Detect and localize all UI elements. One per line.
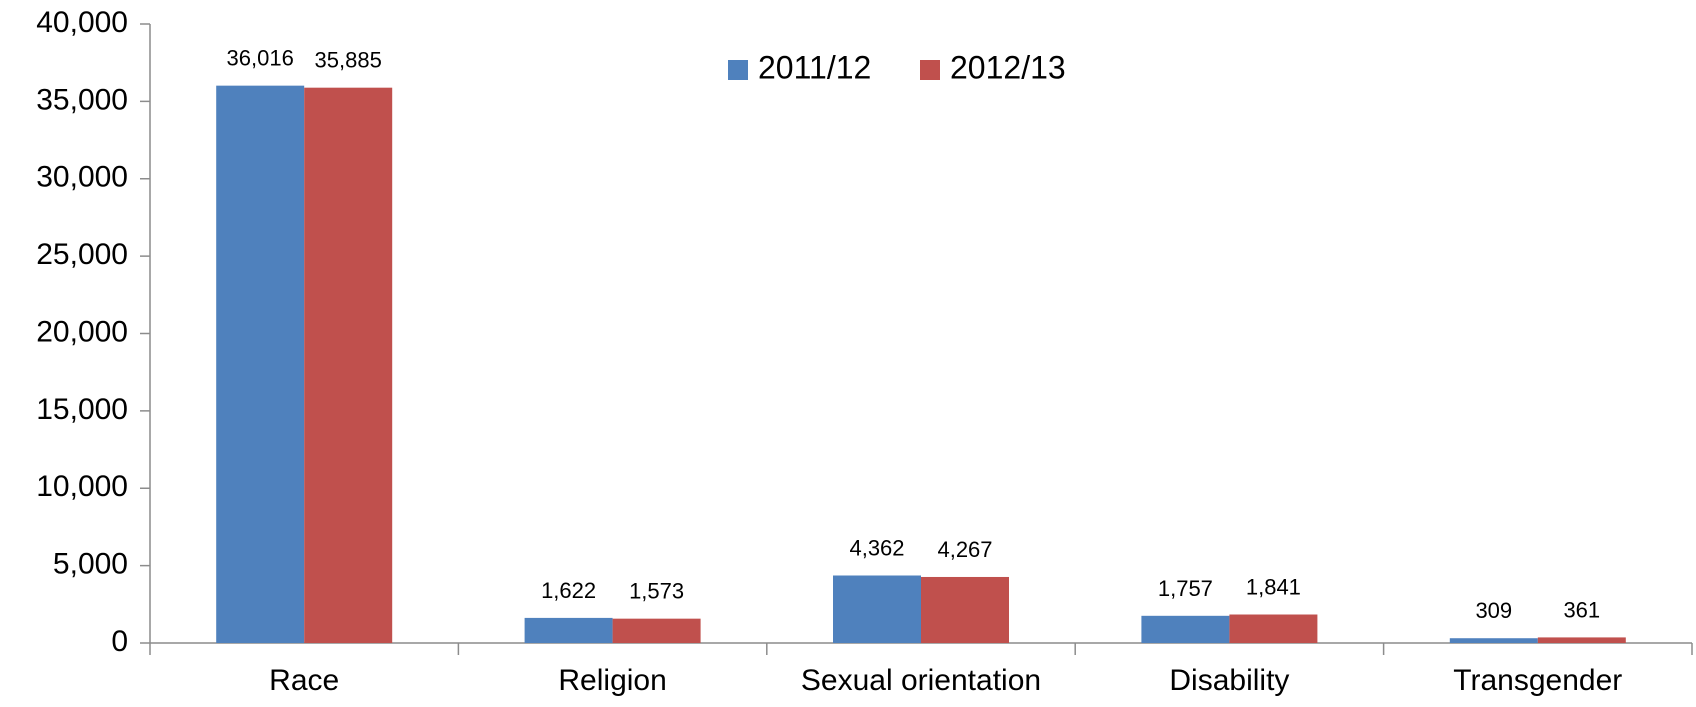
bar xyxy=(1229,614,1318,643)
x-category-label: Race xyxy=(269,664,339,697)
legend-label: 2012/13 xyxy=(950,49,1066,85)
y-tick-label: 25,000 xyxy=(36,238,128,271)
data-label: 4,362 xyxy=(849,535,904,560)
legend-label: 2011/12 xyxy=(758,49,871,85)
bar xyxy=(216,85,305,643)
y-tick-label: 5,000 xyxy=(53,548,128,581)
bar xyxy=(612,618,701,643)
x-axis: Race Religion Sexual orientation Disability… xyxy=(149,642,1693,697)
bar xyxy=(1141,615,1230,643)
bar xyxy=(304,87,393,643)
y-tick-label: 35,000 xyxy=(36,83,128,116)
data-label: 1,841 xyxy=(1246,575,1301,600)
legend: 2011/12 2012/13 xyxy=(728,49,1066,85)
data-label: 309 xyxy=(1475,598,1512,623)
bar xyxy=(524,617,613,643)
legend-swatch xyxy=(728,60,748,80)
data-label: 36,016 xyxy=(227,46,294,71)
data-label: 361 xyxy=(1563,597,1600,622)
data-label: 1,573 xyxy=(629,579,684,604)
y-tick-label: 20,000 xyxy=(36,315,128,348)
y-tick-label: 40,000 xyxy=(36,6,128,39)
x-category-label: Disability xyxy=(1169,664,1289,697)
bars xyxy=(216,85,1626,643)
bar xyxy=(833,575,921,643)
y-tick-label: 0 xyxy=(111,625,128,658)
bar xyxy=(921,576,1009,643)
bar xyxy=(1449,638,1538,643)
y-tick-label: 30,000 xyxy=(36,161,128,194)
data-label: 1,757 xyxy=(1158,576,1213,601)
data-labels: 36,016 1,622 4,362 1,757 309 35,885 1,573 4,267… xyxy=(227,46,1601,624)
data-label: 1,622 xyxy=(541,578,596,603)
x-category-label: Religion xyxy=(558,664,666,697)
y-axis: 0 5,000 10,000 15,000 20,000 25,000 30,000 35,0… xyxy=(36,6,151,658)
bar xyxy=(1537,637,1626,643)
legend-swatch xyxy=(920,60,940,80)
data-label: 35,885 xyxy=(315,48,382,73)
data-label: 4,267 xyxy=(937,537,992,562)
x-category-label: Transgender xyxy=(1453,664,1622,697)
y-tick-label: 10,000 xyxy=(36,470,128,503)
x-category-label: Sexual orientation xyxy=(801,664,1041,697)
y-tick-label: 15,000 xyxy=(36,393,128,426)
